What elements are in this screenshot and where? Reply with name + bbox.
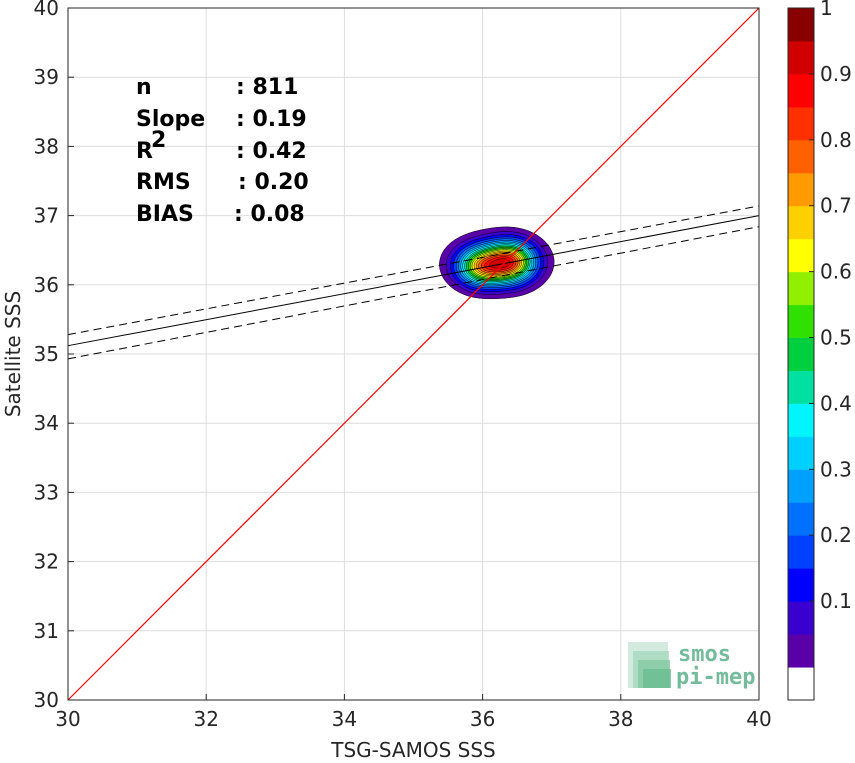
colorbar-tick-label: 0.7 [820,194,852,218]
colorbar-tick-label: 0.3 [820,457,852,481]
x-tick-label: 30 [55,707,80,731]
x-axis-ticks: 30 32 34 36 38 40 [55,694,772,731]
x-tick-label: 38 [608,707,633,731]
colorbar-swatch [788,106,814,141]
colorbar-swatch [788,502,814,536]
x-tick-label: 34 [332,707,357,731]
colorbar-tick-label: 1 [820,0,833,20]
colorbar-swatch [788,337,814,371]
y-tick-label: 32 [34,550,59,574]
colorbar-swatch [788,139,814,174]
stat-value: : 811 [236,75,298,100]
y-tick-label: 33 [34,480,59,504]
stat-label: RMS [136,170,191,195]
colorbar-swatch [788,8,814,42]
y-tick-label: 35 [34,342,59,366]
colorbar-swatch [788,568,814,602]
stat-label: BIAS [136,202,194,227]
density-contours [439,226,555,300]
colorbar: 0.1 0.2 0.3 0.4 0.5 0.6 0.7 0.8 0.9 1 [787,0,852,701]
logo-wave-shape [643,669,671,688]
stat-superscript: 2 [151,128,166,153]
y-tick-label: 36 [34,273,59,297]
y-tick-label: 30 [34,688,59,712]
regression-lines [67,7,760,701]
stat-label: R [136,139,153,164]
colorbar-swatch [788,271,814,306]
colorbar-swatch [788,535,814,569]
colorbar-swatch [788,403,814,437]
fit-line [67,215,760,347]
confidence-lower-line [67,226,760,360]
colorbar-swatch [788,469,814,503]
colorbar-swatch [788,370,814,404]
x-tick-label: 32 [193,707,218,731]
statistics-box: n : 811 Slope : 0.19 R2 : 0.42 RMS : 0.20 BIAS : … [136,75,309,227]
x-axis-label: TSG-SAMOS SSS [330,738,496,762]
colorbar-swatch [788,601,814,635]
colorbar-tick-label: 0.2 [820,523,852,547]
x-tick-label: 40 [746,707,771,731]
y-tick-label: 34 [34,411,59,435]
colorbar-swatch [788,436,814,470]
colorbar-tick-label: 0.8 [820,128,852,152]
y-axis-label: Satellite SSS [1,291,25,417]
colorbar-swatch [788,40,814,75]
colorbar-swatch [788,238,814,273]
identity-line [67,7,760,701]
colorbar-tick-label: 0.6 [820,260,852,284]
y-axis-ticks: 30 31 32 33 34 35 36 37 38 39 40 [34,0,74,712]
x-tick-label: 36 [470,707,495,731]
y-tick-label: 39 [34,65,59,89]
y-tick-label: 37 [34,204,59,228]
stat-value: : 0.08 [234,202,305,227]
colorbar-swatch [788,634,814,668]
stat-label: n [136,75,152,100]
stat-value: : 0.19 [236,107,307,132]
colorbar-tick-label: 0.9 [820,62,852,86]
stat-value: : 0.42 [236,139,307,164]
logo-text-pimep: pi-mep [676,665,755,690]
colorbar-tick-label: 0.1 [820,589,852,613]
y-tick-label: 40 [34,0,59,20]
y-tick-label: 38 [34,134,59,158]
y-tick-label: 31 [34,619,59,643]
confidence-upper-line [67,205,760,336]
colorbar-frame [787,7,815,701]
colorbar-swatch [788,304,814,339]
colorbar-tick-label: 0.4 [820,391,852,415]
colorbar-swatch [788,205,814,240]
colorbar-tick-label: 0.5 [820,326,852,350]
colorbar-swatch [788,667,814,701]
colorbar-swatch [788,73,814,108]
stat-value: : 0.20 [238,170,309,195]
logo-text-smos: smos [678,642,731,667]
colorbar-swatch [788,172,814,207]
stat-label: Slope [136,107,205,132]
